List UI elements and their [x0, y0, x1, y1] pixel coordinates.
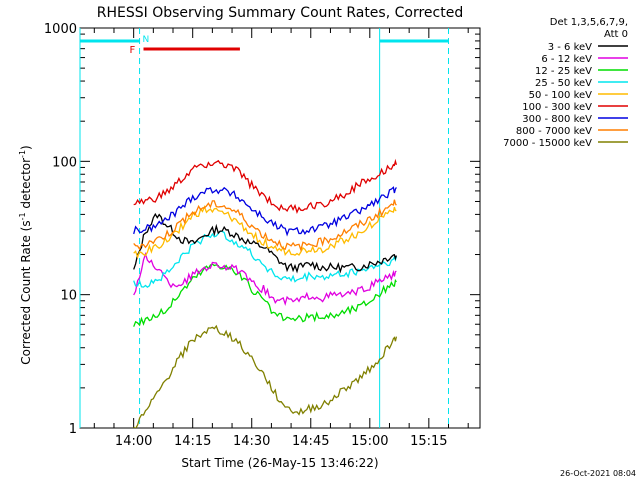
x-tick-label: 14:00 [115, 434, 152, 449]
series-line-3 [133, 230, 398, 289]
x-tick-label: 14:45 [292, 434, 329, 449]
legend-label: 800 - 7000 keV [516, 126, 592, 137]
series-line-4 [133, 205, 397, 260]
legend-header-line-1: Det 1,3,5,6,7,9, [550, 17, 628, 28]
series-line-5 [133, 158, 398, 215]
legend-label: 3 - 6 keV [548, 42, 592, 53]
flare-flag-label: F [129, 45, 135, 56]
chart-title: RHESSI Observing Summary Count Rates, Co… [97, 5, 463, 21]
legend-label: 12 - 25 keV [535, 66, 592, 77]
legend-label: 50 - 100 keV [529, 90, 593, 101]
legend-label: 7000 - 15000 keV [503, 138, 592, 149]
legend-label: 6 - 12 keV [541, 54, 592, 65]
legend-header-line-2: Att 0 [604, 29, 628, 40]
generation-timestamp: 26-Oct-2021 08:04 [560, 469, 636, 478]
series-line-8 [133, 324, 398, 428]
series-group [133, 158, 398, 428]
night-flag-label: N [143, 35, 150, 45]
x-tick-label: 14:30 [233, 434, 270, 449]
x-axis-label: Start Time (26-May-15 13:46:22) [181, 456, 378, 470]
legend-label: 25 - 50 keV [535, 78, 592, 89]
x-tick-label: 15:15 [410, 434, 447, 449]
legend-label: 100 - 300 keV [522, 102, 592, 113]
y-tick-label: 1000 [44, 22, 77, 37]
y-tick-label: 1 [69, 422, 77, 437]
series-line-2 [133, 263, 397, 327]
series-line-6 [133, 186, 397, 237]
y-axis-label: Corrected Count Rate (s-1 detector-1) [18, 145, 33, 364]
legend-label: 300 - 800 keV [522, 114, 592, 125]
series-line-0 [133, 212, 398, 274]
y-tick-label: 100 [52, 155, 77, 170]
y-tick-label: 10 [60, 289, 77, 304]
x-tick-label: 15:00 [351, 434, 388, 449]
series-line-7 [133, 199, 397, 253]
x-tick-label: 14:15 [174, 434, 211, 449]
plot-area: 1 10 100 1000 14:00 14:15 14:30 14:45 15:00 15:15… [44, 22, 481, 449]
series-line-1 [133, 251, 397, 306]
